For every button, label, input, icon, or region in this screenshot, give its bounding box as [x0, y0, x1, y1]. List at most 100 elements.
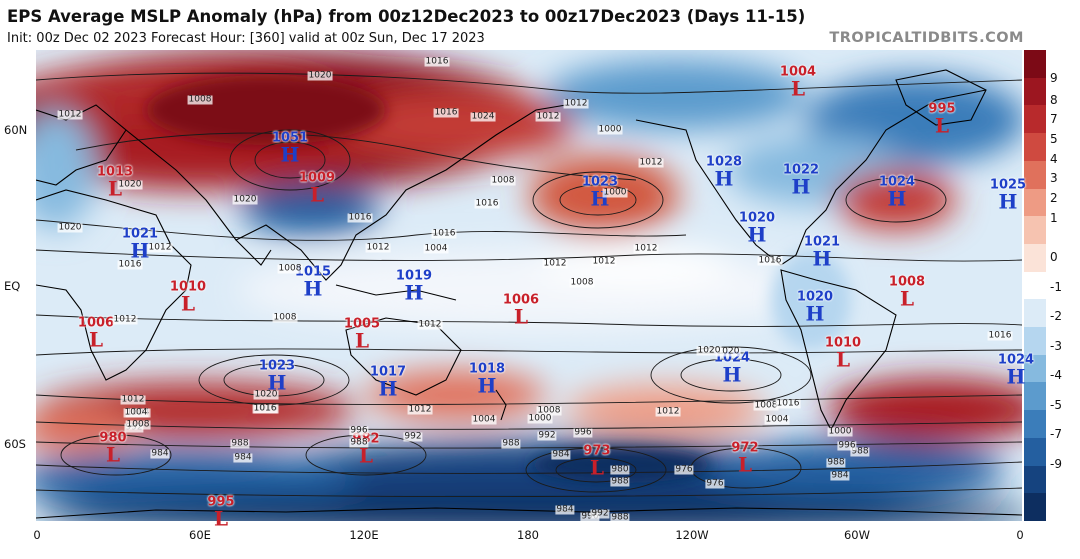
- isobar: [36, 219, 687, 241]
- isobar-label: 976: [705, 478, 725, 489]
- lon-label: 0: [1016, 528, 1024, 542]
- center-value: 1009: [298, 170, 336, 186]
- low-pressure-center: 973 L: [583, 445, 610, 478]
- low-pressure-center: 1008 L: [889, 276, 925, 309]
- isobar-label: 1008: [125, 419, 151, 430]
- center-value: 1020: [738, 210, 776, 226]
- site-watermark: TROPICALTIDBITS.COM: [829, 30, 1024, 46]
- high-pressure-center: 1025 H: [990, 179, 1026, 212]
- anomaly-detail: [146, 75, 851, 483]
- isobar-label: 1016: [757, 255, 783, 266]
- colorbar-tick: 7: [1050, 112, 1058, 126]
- isobar-label: 1004: [471, 414, 497, 425]
- center-value: 1051: [271, 130, 309, 146]
- center-symbol: L: [358, 443, 374, 468]
- coastline-greenland: [895, 69, 987, 126]
- isobar: [60, 434, 172, 476]
- isobars: [36, 72, 1022, 498]
- center-value: 1006: [77, 315, 115, 331]
- isobar-label: 996: [573, 427, 593, 438]
- isobar-label: 1016: [987, 330, 1013, 341]
- center-symbol: H: [130, 238, 150, 263]
- isobar-label: 988: [826, 457, 846, 468]
- center-value: 1019: [395, 268, 433, 284]
- isobar-label: 1008: [187, 94, 213, 105]
- coastline-australia: [345, 317, 462, 396]
- center-symbol: H: [280, 142, 300, 167]
- center-value: 1010: [169, 279, 207, 295]
- colorbar-segment: [1024, 188, 1046, 217]
- center-value: 1023: [258, 358, 296, 374]
- coastline-south-america: [780, 269, 897, 432]
- isobar: [36, 314, 1022, 327]
- isobar: [845, 177, 947, 223]
- isobar-label: 984: [551, 449, 571, 460]
- center-value: 1021: [803, 234, 841, 250]
- center-symbol: L: [309, 182, 325, 207]
- isobar-label: 1008: [277, 263, 303, 274]
- high-pressure-center: 1017 H: [370, 366, 406, 399]
- low-pressure-center: 995 L: [928, 103, 955, 136]
- isobar-label: 1012: [120, 394, 146, 405]
- colorbar-tick: 5: [1050, 132, 1058, 146]
- colorbar-segment: [1024, 465, 1046, 494]
- high-pressure-center: 1051 H: [272, 132, 308, 165]
- center-value: 1021: [121, 226, 159, 242]
- isobar-label: 1000: [597, 124, 623, 135]
- colorbar-tick: -4: [1050, 368, 1062, 382]
- isobar: [254, 141, 326, 179]
- isobar: [36, 348, 1022, 356]
- low-pressure-center: 1010 L: [170, 281, 206, 314]
- center-symbol: L: [180, 291, 196, 316]
- isobar-label: 1012: [535, 111, 561, 122]
- isobar-label: 988: [610, 476, 630, 487]
- high-pressure-center: 1020 H: [739, 212, 775, 245]
- coastline-nz: [495, 389, 507, 421]
- colorbar: [1024, 50, 1046, 522]
- isobar-label: 1008: [569, 277, 595, 288]
- isobar-label: 1000: [827, 426, 853, 437]
- lon-label: 120E: [349, 528, 379, 542]
- colorbar-segment: [1024, 437, 1046, 467]
- isobar-label: 1004: [423, 243, 449, 254]
- isobar: [555, 457, 637, 483]
- center-symbol: L: [934, 113, 950, 138]
- center-value: 1025: [989, 177, 1027, 193]
- center-symbol: H: [722, 362, 742, 387]
- isobar-label: 1012: [655, 406, 681, 417]
- isobar-label: 984: [555, 504, 575, 515]
- lat-label: EQ: [4, 279, 21, 293]
- isobar-label: 1012: [542, 258, 568, 269]
- isobar-label: 1008: [490, 175, 516, 186]
- center-value: 1023: [581, 174, 619, 190]
- lon-label: 60W: [843, 528, 871, 542]
- isobar-label: 1012: [591, 256, 617, 267]
- center-symbol: H: [805, 301, 825, 326]
- isobar-label: 1012: [147, 242, 173, 253]
- isobar-label: 1004: [123, 407, 149, 418]
- map-title: EPS Average MSLP Anomaly (hPa) from 00z1…: [7, 7, 806, 26]
- isobar-label: 1016: [424, 56, 450, 67]
- isobar: [525, 447, 667, 493]
- colorbar-tick: 9: [1050, 71, 1058, 85]
- center-value: 1005: [343, 316, 381, 332]
- isobar-label: 1016: [433, 107, 459, 118]
- colorbar-tick: 0: [1050, 250, 1058, 264]
- isobar-label: 1000: [602, 187, 628, 198]
- isobar-label: 1020: [253, 389, 279, 400]
- center-value: 1004: [779, 64, 817, 80]
- lat-label: 60N: [4, 123, 28, 137]
- isobar-label: 1012: [638, 157, 664, 168]
- isobar: [36, 441, 1022, 449]
- isobar-label: 1004: [764, 414, 790, 425]
- colorbar-tick: 3: [1050, 171, 1058, 185]
- center-symbol: L: [354, 328, 370, 353]
- colorbar-segment: [1024, 410, 1046, 439]
- isobar: [75, 132, 637, 181]
- coastline-india: [235, 239, 272, 266]
- map-canvas: [36, 50, 1022, 521]
- center-value: 972: [731, 440, 759, 456]
- colorbar-segment: [1024, 382, 1046, 411]
- isobar-label: 1016: [252, 403, 278, 414]
- low-pressure-center: 972 L: [731, 442, 758, 475]
